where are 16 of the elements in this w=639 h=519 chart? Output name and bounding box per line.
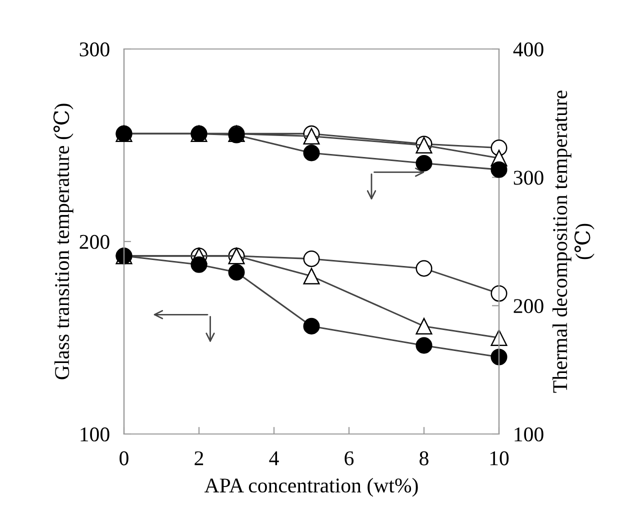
- y2-tick-label: 200: [514, 299, 544, 314]
- y2-axis-title: Thermal decomposition temperature (℃): [552, 90, 594, 393]
- y2-tick-label: 400: [513, 42, 544, 56]
- x-tick-label: 2: [194, 451, 204, 466]
- x-tick-label: 10: [490, 451, 509, 466]
- y-tick-label: 300: [80, 42, 110, 56]
- y-axis-title: Glass transition temperature (℃): [53, 104, 74, 380]
- y2-tick-label: 300: [514, 170, 544, 185]
- y-tick-label: 100: [80, 427, 110, 442]
- y-tick-label: 200: [80, 234, 110, 249]
- x-tick-label: 4: [269, 451, 279, 466]
- y2-tick-label: 100: [514, 427, 544, 442]
- x-tick-label: 8: [420, 451, 428, 466]
- x-axis-title: APA concentration (wt%): [204, 478, 418, 497]
- x-tick-label: 0: [120, 451, 128, 466]
- x-tick-label: 6: [344, 451, 354, 466]
